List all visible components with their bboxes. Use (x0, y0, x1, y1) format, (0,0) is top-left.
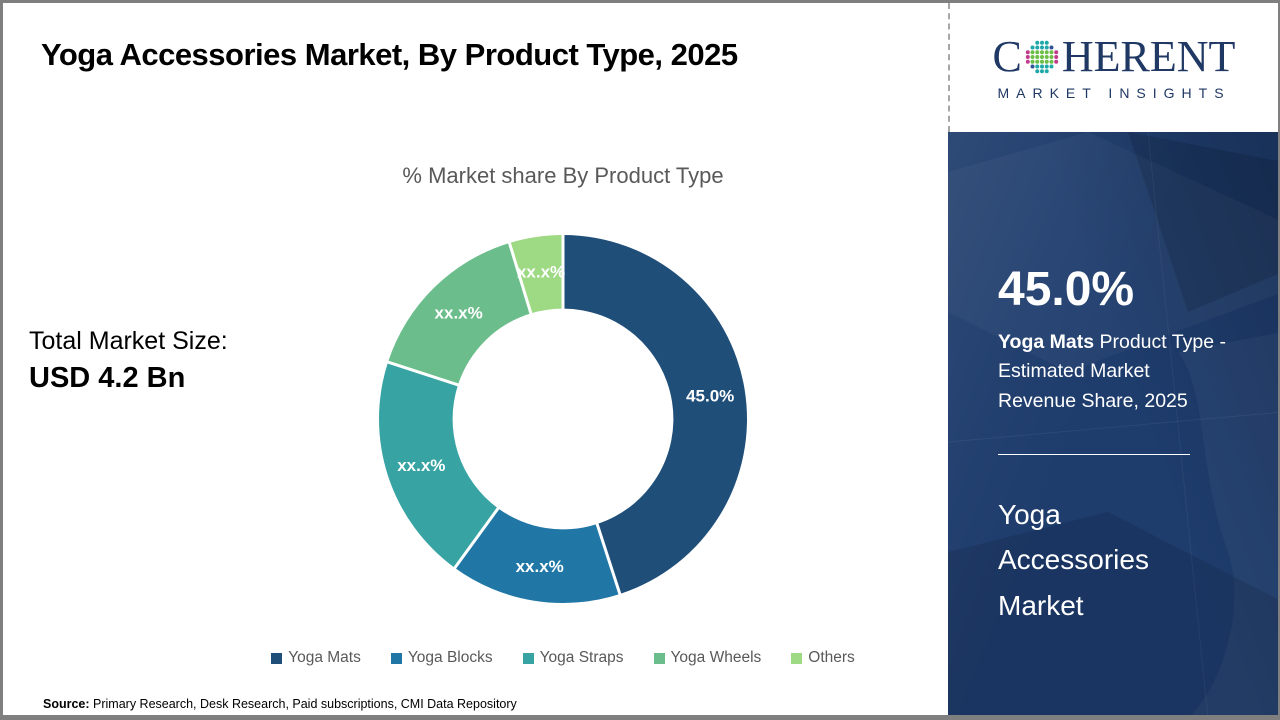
donut-slice-yoga-blocks (454, 508, 620, 603)
dotted-globe-icon (1025, 40, 1059, 73)
donut-slice-others (509, 235, 563, 314)
map-texture (948, 132, 1278, 715)
chart-title: % Market share By Product Type (402, 163, 724, 188)
slice-separator (507, 241, 533, 315)
legend-swatch (390, 652, 402, 664)
legend-label: Yoga Mats (288, 649, 361, 666)
donut-slice-yoga-wheels (388, 242, 531, 385)
legend-swatch (653, 652, 665, 664)
legend-label: Yoga Blocks (407, 649, 493, 666)
legend-swatch (271, 652, 283, 664)
stat-description-rest: Product Type - Estimated Market Revenue … (998, 331, 1226, 412)
legend-label: Yoga Wheels (670, 649, 762, 666)
stat-description: Yoga Mats Product Type - Estimated Marke… (998, 328, 1230, 416)
donut-slice-label: xx.x% (516, 557, 564, 576)
total-market-size: Total Market Size: USD 4.2 Bn (29, 327, 228, 395)
logo-wordmark: C HERENT (992, 31, 1236, 81)
source-note: Source: Primary Research, Desk Research,… (43, 697, 517, 711)
slice-separator (453, 506, 500, 570)
donut-slice-yoga-mats (563, 235, 747, 594)
legend-item-yoga-blocks: Yoga Blocks (390, 649, 493, 667)
page-title: Yoga Accessories Market, By Product Type… (41, 37, 738, 72)
logo-letters-herent: HERENT (1061, 31, 1236, 81)
legend-label: Others (808, 649, 855, 666)
legend-swatch (522, 652, 534, 664)
brand-logo: C HERENT MARKET INSIGHTS (948, 3, 1278, 132)
sidebar-market-name: Yoga Accessories Market (998, 499, 1149, 621)
logo-letter-c: C (992, 31, 1022, 81)
legend-item-yoga-straps: Yoga Straps (522, 649, 624, 667)
highlight-sidebar: 45.0% Yoga Mats Product Type - Estimated… (948, 132, 1278, 715)
logo-subtitle: MARKET INSIGHTS (997, 84, 1231, 101)
slice-separator (386, 360, 460, 387)
stat-description-category: Yoga Mats (998, 331, 1095, 353)
slice-separator (595, 522, 622, 596)
legend-item-others: Others (791, 649, 855, 667)
donut-slice-label: 45.0% (686, 387, 734, 406)
legend-swatch (791, 652, 803, 664)
legend-item-yoga-mats: Yoga Mats (271, 649, 361, 667)
sidebar-divider (998, 454, 1190, 455)
donut-slice-label: xx.x% (397, 456, 445, 475)
chart-legend: Yoga Mats Yoga Blocks Yoga Straps Yoga Whee… (123, 649, 1003, 667)
donut-slice-yoga-straps (379, 362, 499, 568)
stat-value: 45.0% (998, 263, 1135, 316)
total-market-value: USD 4.2 Bn (29, 362, 186, 394)
donut-chart: 45.0% xx.x% xx.x% xx.x% xx.x% (379, 234, 747, 603)
donut-slice-label: xx.x% (435, 304, 483, 323)
total-market-label: Total Market Size: (29, 327, 228, 355)
source-text: Primary Research, Desk Research, Paid su… (89, 697, 517, 711)
source-label: Source: (43, 697, 90, 711)
legend-label: Yoga Straps (539, 649, 624, 666)
donut-slice-label: xx.x% (517, 263, 565, 282)
legend-item-yoga-wheels: Yoga Wheels (653, 649, 762, 667)
